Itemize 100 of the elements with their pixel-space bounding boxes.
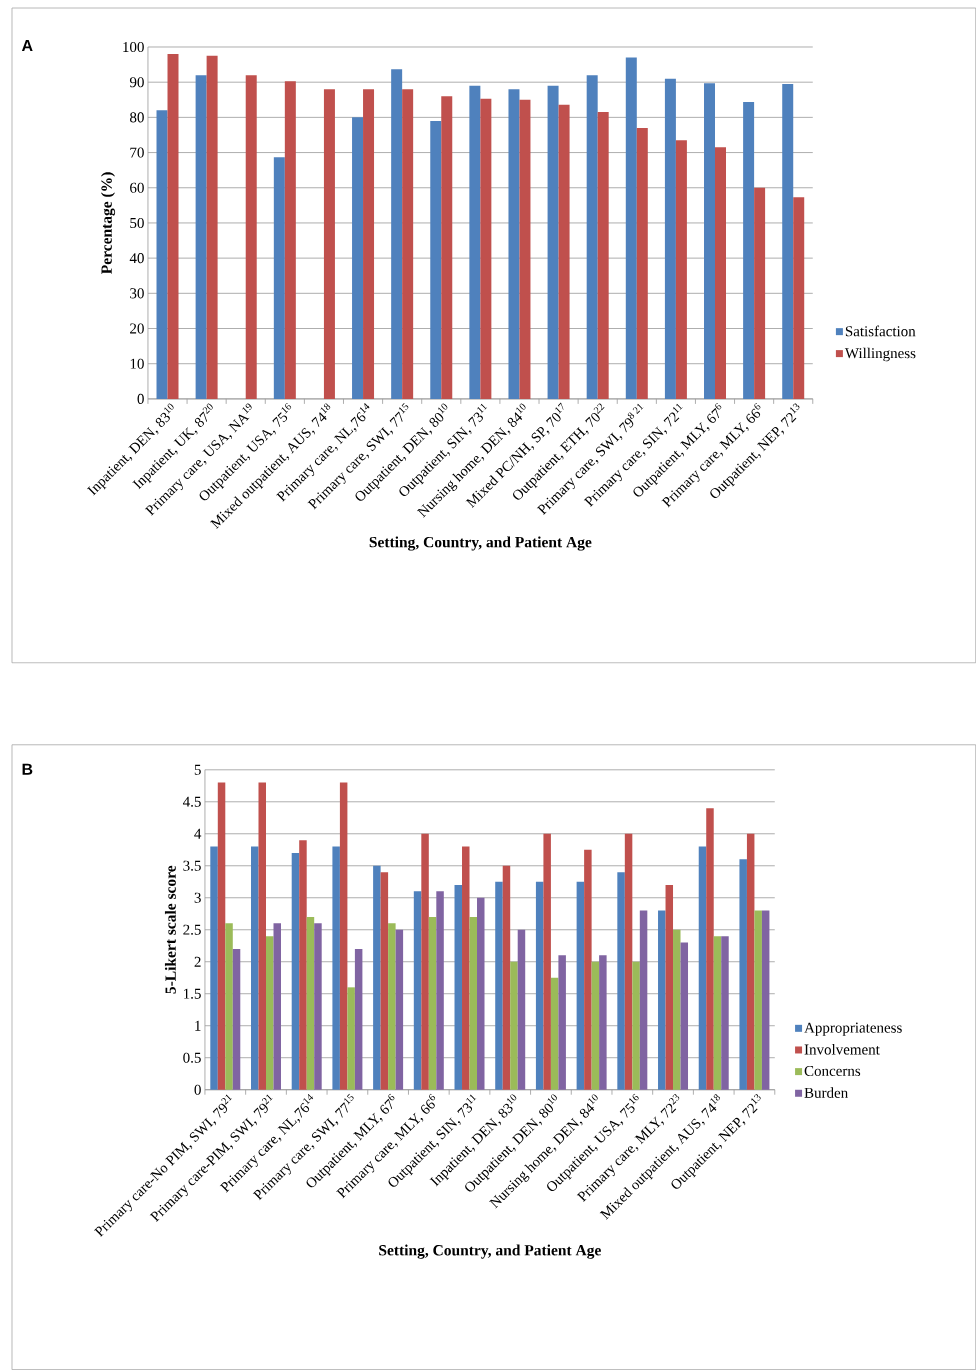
y-tick-label: 5 <box>194 764 201 775</box>
bar <box>273 923 281 1090</box>
bar <box>206 55 218 399</box>
bar <box>543 833 551 1090</box>
bar <box>395 929 404 1090</box>
bar <box>721 936 729 1090</box>
bar <box>713 936 722 1090</box>
y-tick-label: 90 <box>129 77 144 88</box>
bar <box>502 865 511 1090</box>
y-tick-label: 50 <box>130 217 144 228</box>
bar <box>476 897 485 1090</box>
bar <box>347 987 355 1090</box>
bar <box>306 916 315 1090</box>
bar <box>664 78 676 399</box>
bar <box>517 929 526 1090</box>
bar <box>352 117 363 399</box>
bar <box>413 891 422 1090</box>
legend-label: Involvement <box>804 1044 880 1055</box>
bar <box>597 112 609 399</box>
bar <box>550 977 559 1090</box>
legend-label: Appropriateness <box>804 1022 902 1036</box>
y-tick-label: 20 <box>130 323 144 334</box>
bar <box>210 846 218 1090</box>
x-axis-title: Setting, Country, and Patient Age <box>369 536 592 551</box>
bar <box>461 846 470 1090</box>
y-tick-label: 0 <box>137 393 144 404</box>
text: B <box>22 763 33 775</box>
bar <box>639 910 648 1090</box>
bar <box>430 120 442 399</box>
bar <box>519 99 531 399</box>
bar <box>339 782 348 1090</box>
bar <box>156 110 168 399</box>
bar <box>402 89 414 399</box>
bar <box>793 197 805 399</box>
bar <box>363 89 374 399</box>
bar <box>591 961 600 1090</box>
bar <box>739 859 747 1090</box>
bar <box>167 54 179 399</box>
bar <box>428 916 437 1090</box>
bar <box>436 891 444 1090</box>
bar <box>754 910 762 1090</box>
bar <box>495 881 503 1090</box>
bar <box>746 833 755 1090</box>
y-tick-label: 10 <box>130 358 144 369</box>
y-tick-label: 100 <box>123 41 144 53</box>
y-tick-label: 3.5 <box>183 860 201 871</box>
bar <box>454 884 462 1090</box>
bar <box>354 948 363 1090</box>
legend-label: Willingness <box>844 347 916 362</box>
y-tick-label: 40 <box>129 253 144 264</box>
legend-label: Concerns <box>804 1065 861 1076</box>
bar <box>469 85 481 399</box>
bar <box>265 936 274 1090</box>
y-axis-title: Percentage (%) <box>100 172 116 274</box>
bar <box>576 881 585 1090</box>
bar <box>245 75 257 399</box>
y-tick-label: 0.5 <box>183 1052 201 1063</box>
bar <box>624 833 633 1090</box>
bar <box>535 881 544 1090</box>
legend-label: Satisfaction <box>845 325 916 337</box>
bar <box>632 961 640 1090</box>
bar <box>754 187 766 399</box>
y-tick-label: 4.5 <box>182 796 201 807</box>
bar <box>380 872 389 1090</box>
bar <box>636 127 648 399</box>
bar <box>617 872 625 1090</box>
bar <box>558 955 566 1090</box>
bar <box>584 849 592 1090</box>
y-tick-label: 3 <box>194 892 201 903</box>
bar <box>743 101 755 399</box>
bar <box>314 923 322 1090</box>
bar <box>217 782 226 1090</box>
bar <box>698 846 707 1090</box>
bar <box>714 147 726 399</box>
bar <box>558 104 570 399</box>
bar <box>388 923 396 1090</box>
y-tick-label: 80 <box>129 112 144 123</box>
y-tick-label: 0 <box>194 1084 201 1095</box>
bar <box>547 85 559 399</box>
y-tick-label: 4 <box>194 828 202 839</box>
text: A <box>21 39 33 51</box>
x-axis-title: Setting, Country, and Patient Age <box>379 1244 601 1259</box>
bar <box>672 929 681 1090</box>
y-tick-label: 1 <box>195 1020 201 1031</box>
y-tick-label: 30 <box>130 288 144 299</box>
bar <box>232 948 241 1090</box>
bar <box>586 75 598 399</box>
bar <box>441 96 453 399</box>
bar <box>508 89 520 399</box>
y-tick-label: 2.5 <box>183 924 201 935</box>
y-tick-label: 60 <box>130 182 144 193</box>
bar <box>195 75 207 399</box>
bar <box>706 808 714 1090</box>
bar <box>761 910 770 1090</box>
bar <box>680 942 688 1090</box>
legend-label: Burden <box>804 1087 848 1098</box>
bar <box>332 846 340 1090</box>
bar <box>299 840 307 1090</box>
bar <box>599 955 607 1090</box>
bar <box>291 852 300 1090</box>
